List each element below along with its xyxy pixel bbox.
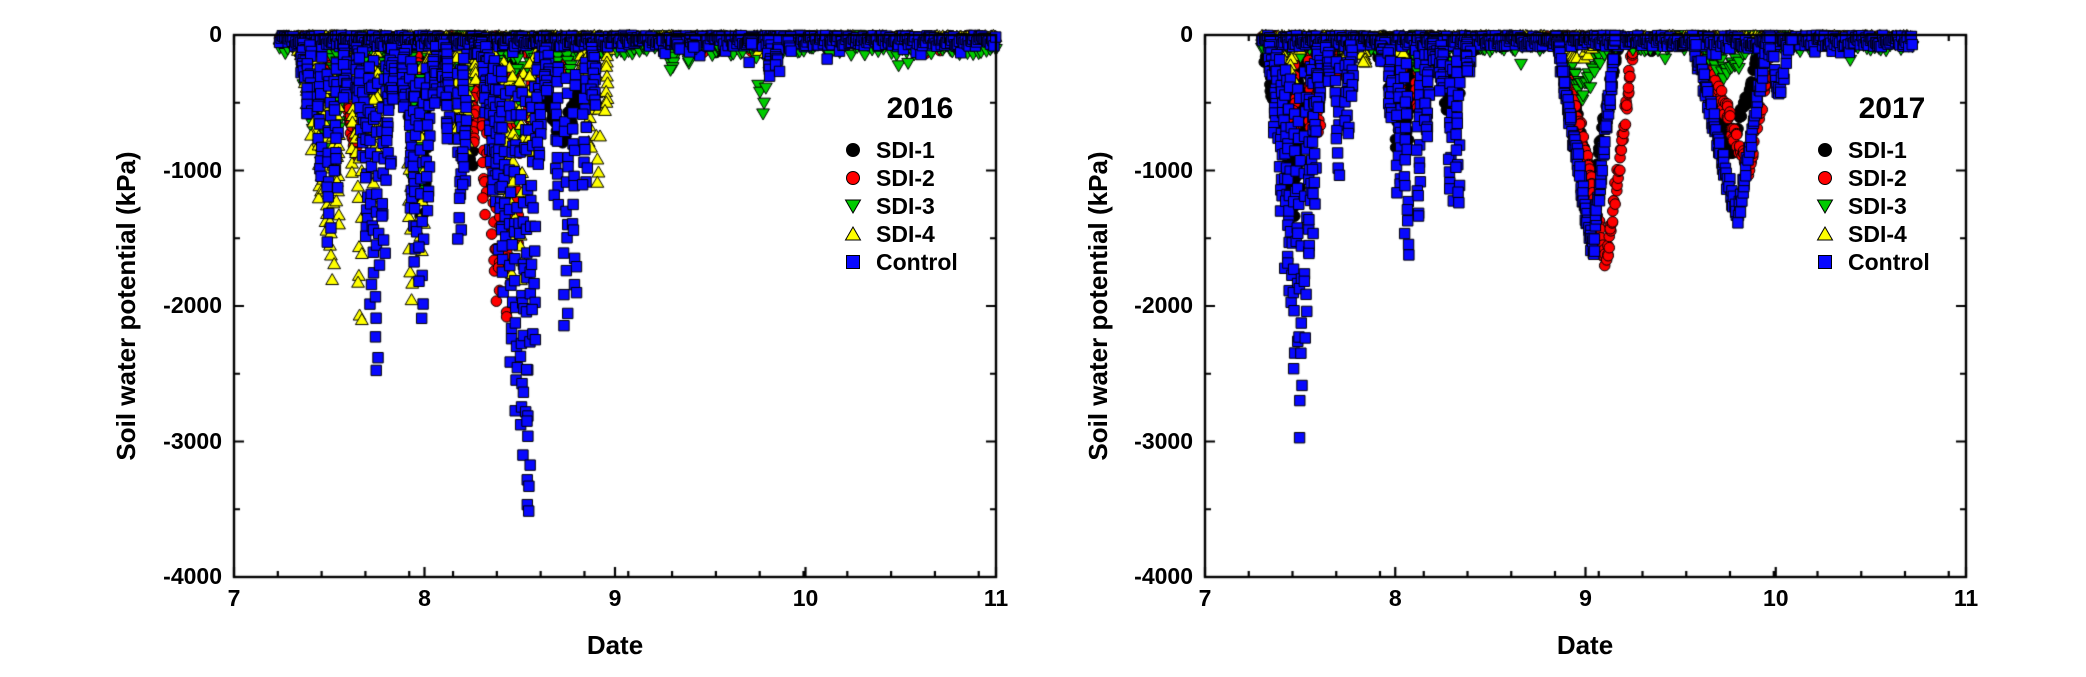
figure: Date Soil water potential (kPa) 2016 SDI…: [0, 0, 2086, 677]
scatter-plots-canvas: [0, 0, 2086, 677]
